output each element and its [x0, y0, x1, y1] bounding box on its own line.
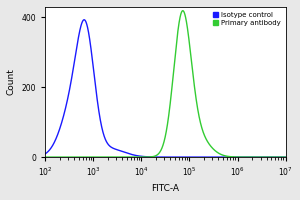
Y-axis label: Count: Count	[7, 69, 16, 95]
Legend: Isotype control, Primary antibody: Isotype control, Primary antibody	[211, 10, 282, 27]
X-axis label: FITC-A: FITC-A	[152, 184, 179, 193]
